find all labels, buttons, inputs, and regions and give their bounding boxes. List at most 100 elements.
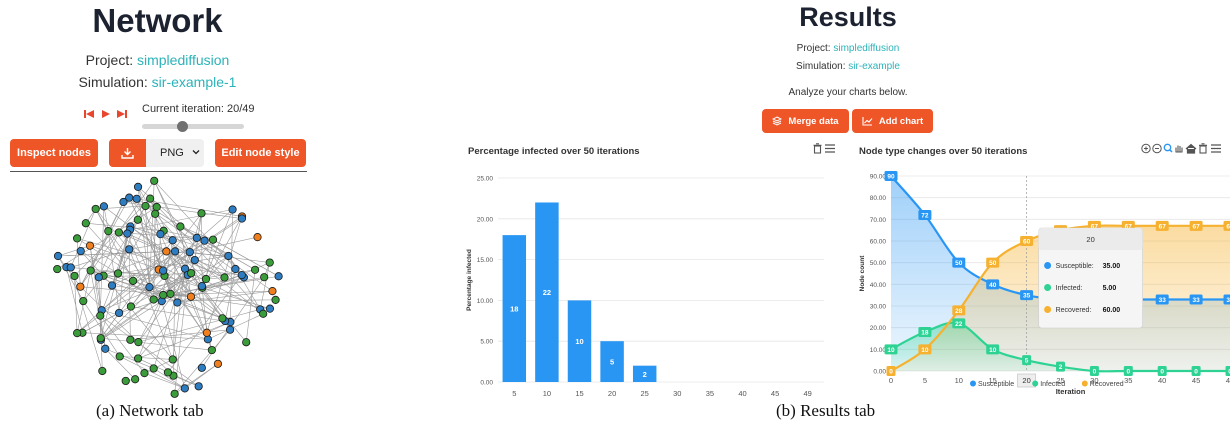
network-node-recovered[interactable] (170, 389, 179, 398)
network-graph[interactable] (38, 175, 290, 401)
network-node-recovered[interactable] (98, 366, 107, 376)
network-node-susceptible[interactable] (107, 281, 117, 290)
network-node-infected[interactable] (202, 328, 211, 337)
legend-marker[interactable] (1081, 380, 1088, 387)
network-node-susceptible[interactable] (156, 230, 165, 239)
skip-forward-icon[interactable] (117, 109, 127, 119)
network-node-susceptible[interactable] (237, 214, 247, 223)
network-node-susceptible[interactable] (200, 236, 209, 245)
network-node-susceptible[interactable] (53, 251, 63, 261)
network-node-susceptible[interactable] (231, 264, 240, 274)
network-node-recovered[interactable] (128, 276, 138, 285)
network-node-susceptible[interactable] (133, 182, 143, 191)
network-node-susceptible[interactable] (145, 282, 154, 292)
network-node-infected[interactable] (213, 359, 223, 368)
home-icon[interactable] (1185, 143, 1197, 154)
network-node-recovered[interactable] (260, 273, 269, 282)
legend-marker[interactable] (1032, 380, 1039, 387)
network-node-recovered[interactable] (81, 219, 90, 228)
network-node-susceptible[interactable] (94, 273, 103, 282)
merge-data-button[interactable]: Merge data (762, 109, 849, 133)
network-node-recovered[interactable] (149, 295, 158, 304)
network-node-recovered[interactable] (150, 176, 159, 185)
bar[interactable] (567, 300, 592, 382)
network-node-recovered[interactable] (114, 228, 123, 237)
bar[interactable] (535, 202, 559, 382)
network-node-susceptible[interactable] (180, 384, 189, 393)
network-node-susceptible[interactable] (119, 197, 128, 207)
network-node-recovered[interactable] (79, 296, 88, 306)
network-node-recovered[interactable] (126, 302, 136, 311)
format-select[interactable]: PNG (146, 139, 204, 167)
network-node-susceptible[interactable] (125, 245, 134, 254)
zoom-out-icon[interactable] (1152, 143, 1162, 154)
bar-chart[interactable]: 0.00 5.00 10.00 15.00 20.00 25.00 5 18 10 22 15 10 2… (462, 166, 832, 401)
network-node-susceptible[interactable] (123, 229, 132, 238)
bar[interactable] (632, 365, 657, 382)
network-node-susceptible[interactable] (99, 202, 109, 211)
network-node-susceptible[interactable] (76, 246, 85, 256)
bar-chart-toolbar[interactable] (813, 143, 837, 157)
network-node-recovered[interactable] (133, 354, 143, 363)
network-node-recovered[interactable] (146, 194, 155, 203)
network-node-recovered[interactable] (126, 335, 135, 344)
network-node-recovered[interactable] (73, 329, 82, 338)
network-node-recovered[interactable] (140, 369, 149, 378)
network-node-susceptible[interactable] (274, 272, 283, 281)
network-node-recovered[interactable] (113, 269, 123, 278)
network-node-susceptible[interactable] (265, 304, 275, 313)
bar[interactable] (600, 341, 624, 382)
network-node-susceptible[interactable] (168, 236, 177, 245)
network-node-infected[interactable] (162, 247, 171, 256)
network-node-recovered[interactable] (73, 234, 82, 243)
edit-node-style-button[interactable]: Edit node style (215, 139, 306, 167)
network-node-recovered[interactable] (208, 235, 218, 244)
download-button[interactable] (109, 139, 146, 167)
network-node-recovered[interactable] (91, 204, 100, 214)
network-node-recovered[interactable] (242, 338, 251, 347)
network-node-recovered[interactable] (96, 334, 105, 343)
skip-back-icon[interactable] (84, 109, 94, 119)
network-node-susceptible[interactable] (173, 298, 182, 307)
search-icon[interactable] (1163, 143, 1173, 153)
network-node-recovered[interactable] (163, 368, 173, 377)
network-node-recovered[interactable] (53, 264, 62, 274)
menu-icon[interactable] (1211, 144, 1221, 153)
network-node-susceptible[interactable] (224, 251, 233, 261)
network-node-recovered[interactable] (187, 269, 196, 278)
bar[interactable] (502, 235, 527, 382)
project-link[interactable]: simplediffusion (137, 52, 230, 68)
network-node-susceptible[interactable] (185, 247, 194, 257)
network-node-susceptible[interactable] (101, 344, 110, 353)
line-chart[interactable]: 0.00 10.00 20.00 30.00 40.00 50.00 60.00 70.00 8… (855, 166, 1230, 394)
network-node-recovered[interactable] (141, 201, 150, 211)
network-node-recovered[interactable] (121, 376, 130, 386)
network-node-recovered[interactable] (207, 345, 216, 355)
network-node-recovered[interactable] (96, 311, 105, 320)
network-node-susceptible[interactable] (159, 266, 168, 275)
network-nodes[interactable] (53, 176, 283, 398)
line-chart-toolbar[interactable] (1141, 143, 1229, 157)
network-node-susceptible[interactable] (237, 270, 246, 280)
network-node-recovered[interactable] (166, 289, 175, 298)
network-node-susceptible[interactable] (197, 282, 207, 291)
network-node-recovered[interactable] (131, 375, 140, 384)
add-chart-button[interactable]: Add chart (852, 109, 933, 133)
trash-icon[interactable] (1199, 143, 1207, 154)
network-node-recovered[interactable] (259, 309, 268, 318)
menu-icon[interactable] (825, 144, 835, 153)
network-node-recovered[interactable] (201, 274, 211, 284)
network-node-susceptible[interactable] (197, 363, 206, 372)
network-node-recovered[interactable] (115, 352, 124, 361)
network-node-susceptible[interactable] (194, 382, 203, 391)
network-node-infected[interactable] (268, 287, 277, 296)
network-node-recovered[interactable] (86, 266, 95, 275)
play-icon[interactable] (101, 109, 111, 119)
line-toolbar-icons[interactable] (1141, 143, 1229, 154)
network-node-recovered[interactable] (134, 338, 143, 347)
network-node-recovered[interactable] (104, 227, 113, 236)
network-node-infected[interactable] (186, 292, 196, 301)
bar-toolbar-icons[interactable] (813, 143, 837, 154)
network-node-recovered[interactable] (152, 202, 161, 212)
results-simulation-link[interactable]: sir-example (848, 61, 900, 72)
